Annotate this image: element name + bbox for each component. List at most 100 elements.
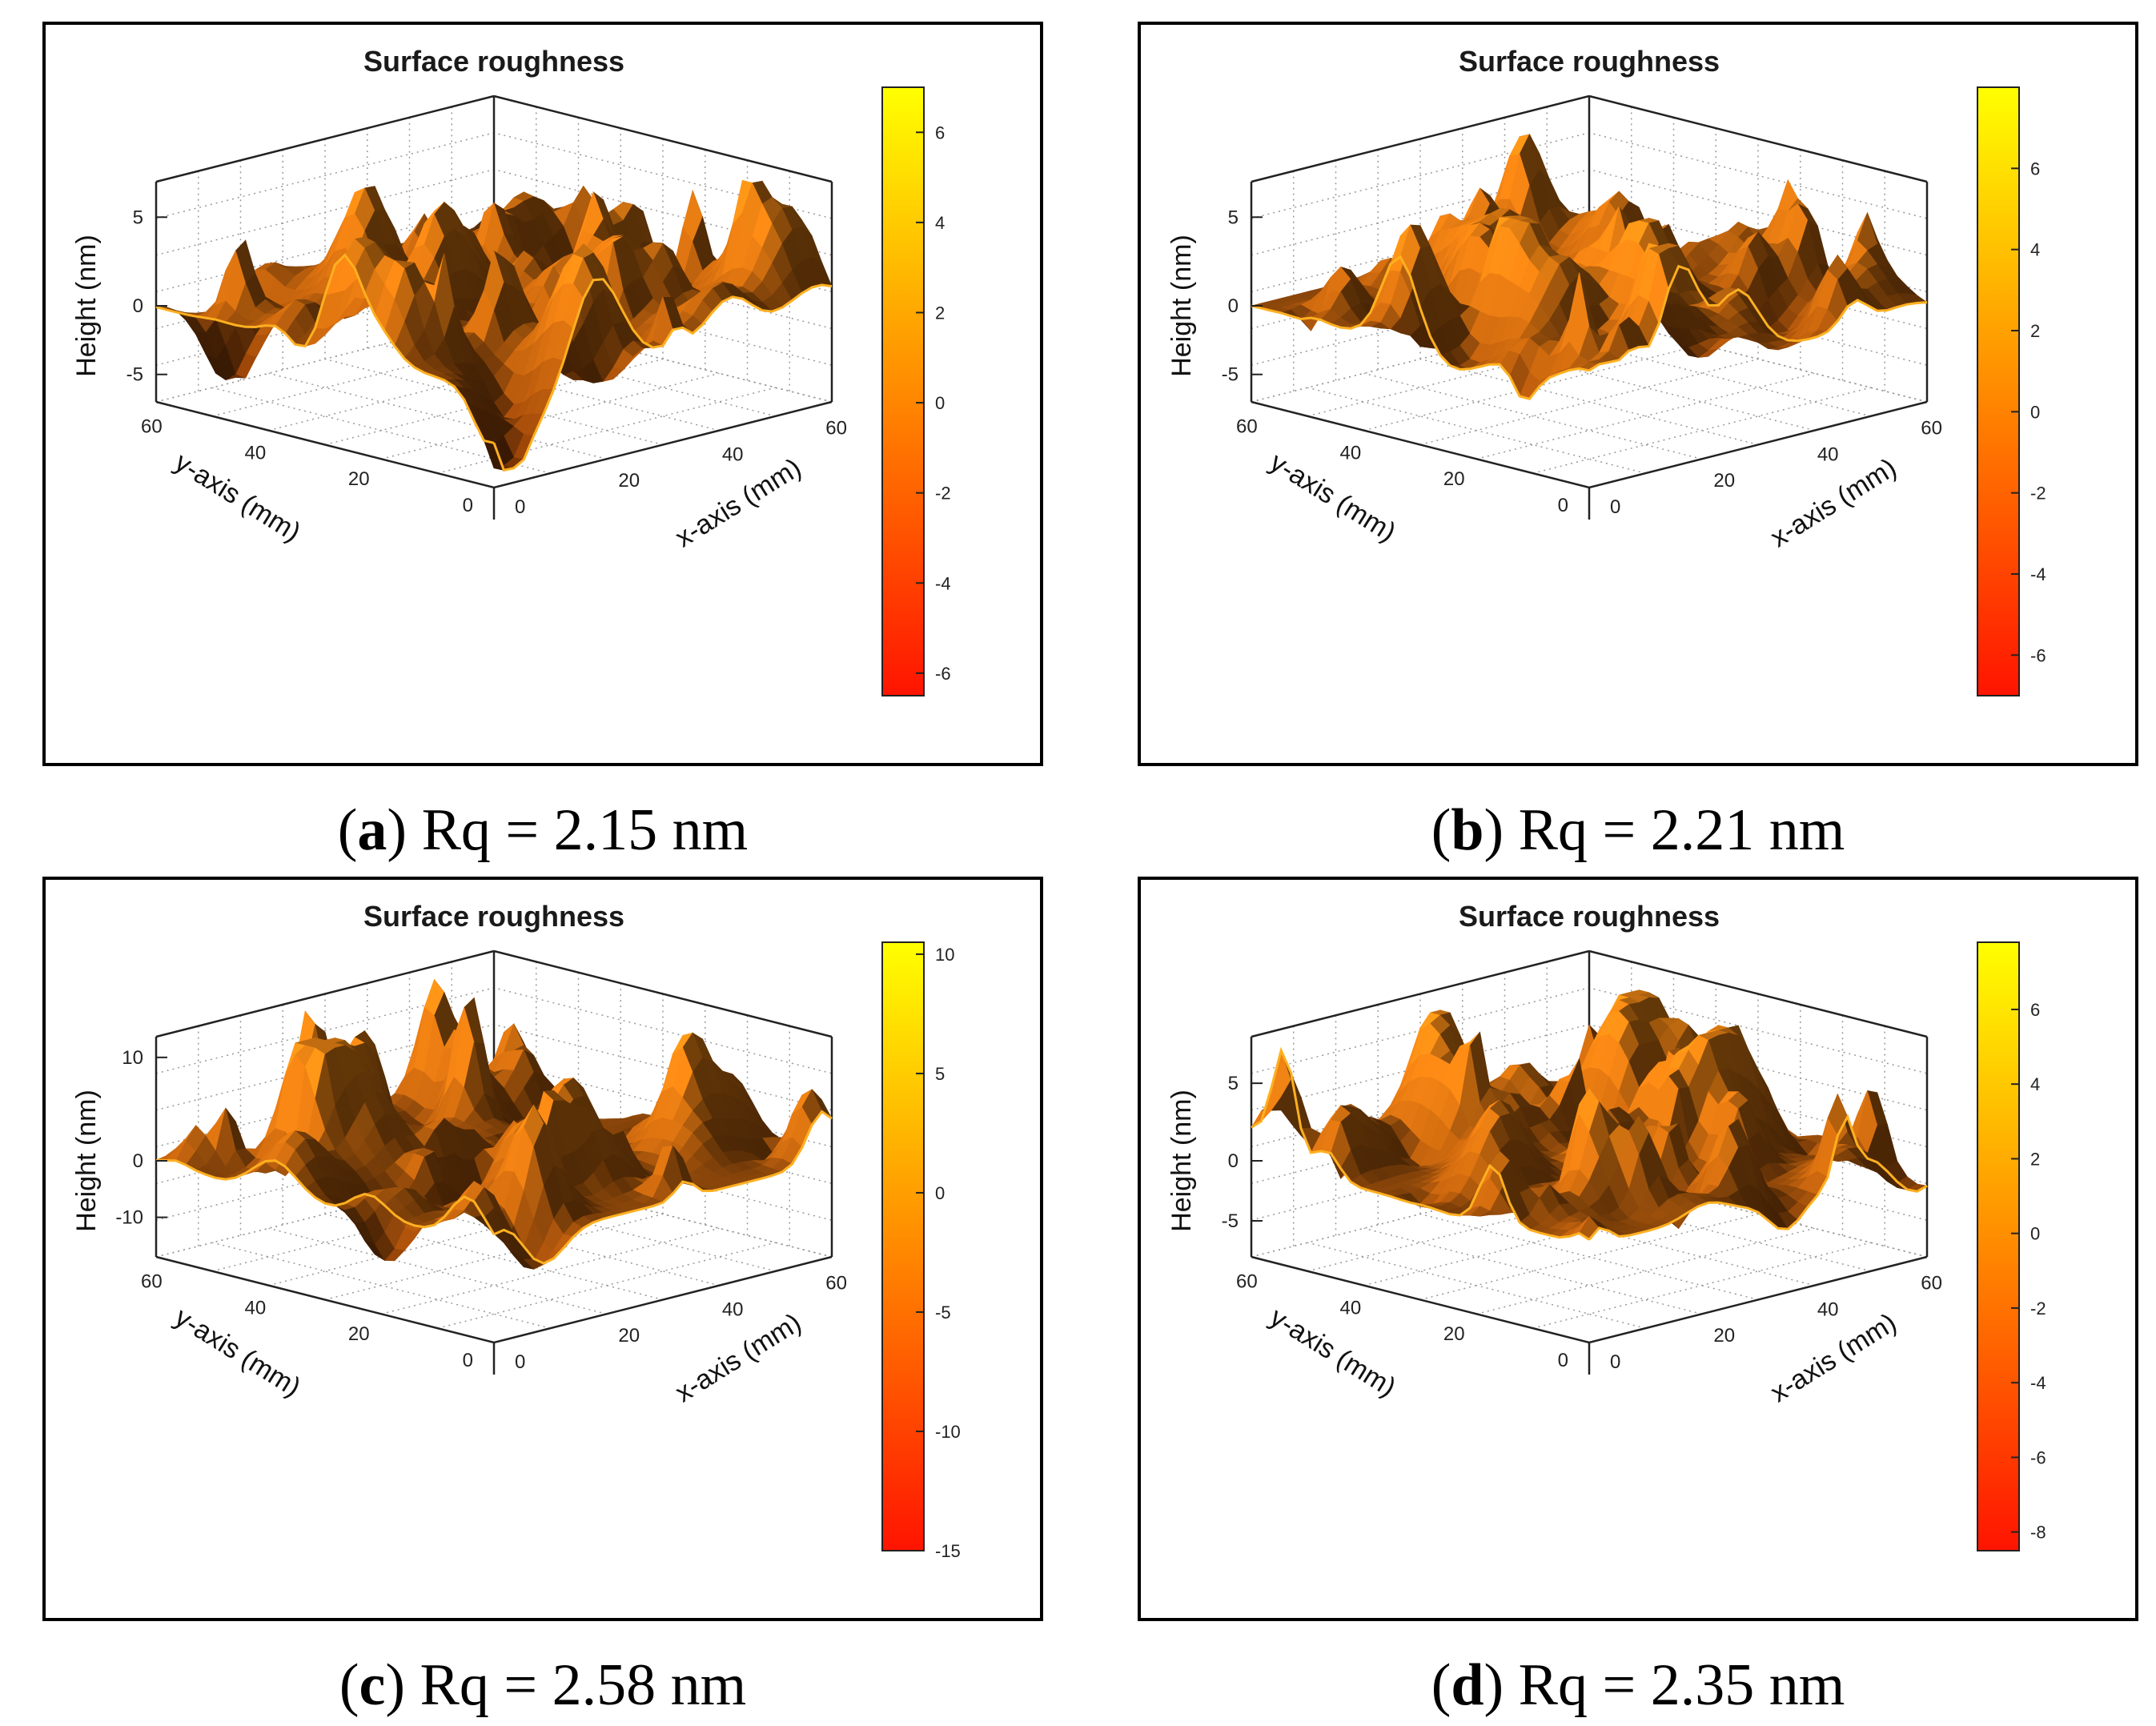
surface-edge [155, 1158, 496, 1235]
z-axis-label: Height (nm) [1166, 235, 1197, 377]
box-edge [155, 949, 495, 1038]
colorbar-tick-label: 0 [935, 393, 945, 413]
z-tick-label: -5 [1222, 1210, 1239, 1232]
grid-line [1532, 387, 1871, 474]
z-tick-label: 0 [133, 295, 143, 317]
box-edge [155, 94, 495, 183]
colorbar-tick-label: 4 [2030, 240, 2040, 260]
grid-line [1476, 1198, 1815, 1286]
y-tick-label: 20 [1443, 468, 1465, 490]
grid-line [268, 372, 607, 460]
colorbar [1977, 86, 2020, 696]
y-tick-label: 40 [244, 1297, 266, 1319]
chart-title: Surface roughness [363, 45, 624, 78]
y-tick-label: 0 [1558, 495, 1568, 516]
colorbar-tick-label: -2 [2030, 484, 2046, 504]
x-tick-label: 0 [1610, 1351, 1620, 1373]
grid-line [1419, 1213, 1759, 1301]
grid-line [324, 1213, 664, 1301]
colorbar-tick-label: -4 [935, 573, 951, 593]
grid-line [1476, 1227, 1815, 1315]
surface [1251, 989, 1928, 1241]
x-tick-label: 60 [825, 1273, 847, 1294]
x-axis-label: x-axis (mm) [670, 452, 807, 553]
y-tick-label: 60 [1236, 1271, 1258, 1293]
grid-line [1307, 1185, 1646, 1272]
y-tick-label: 40 [1339, 1297, 1361, 1319]
colorbar-tick-label: -5 [935, 1303, 951, 1323]
grid-line [1307, 1242, 1646, 1329]
y-tick-label: 0 [1558, 1350, 1568, 1371]
box-edge [1251, 94, 1590, 183]
surface [155, 179, 833, 472]
grid-line [381, 1227, 720, 1315]
grid-line [437, 387, 776, 474]
grid-line [1588, 315, 1928, 403]
surface-edge [155, 253, 495, 444]
grid-line [1588, 1170, 1928, 1258]
y-tick-label: 60 [141, 416, 163, 438]
y-tick-label: 60 [1236, 416, 1258, 438]
axes-box [155, 94, 833, 520]
colorbar-tick-label: 6 [2030, 159, 2040, 179]
y-tick-label: 60 [141, 1271, 163, 1293]
chart-title: Surface roughness [1459, 45, 1720, 78]
x-tick-label: 60 [825, 418, 847, 440]
colorbar-tick-label: -4 [2030, 564, 2046, 584]
grid-line [493, 315, 833, 403]
grid-line [437, 1242, 776, 1329]
colorbar-tick-label: -2 [935, 484, 951, 504]
y-axis-label: y-axis (mm) [169, 447, 306, 548]
colorbar [881, 941, 925, 1551]
x-tick-label: 0 [515, 496, 525, 518]
colorbar-tick-label: -10 [935, 1422, 961, 1442]
x-tick-label: 60 [1921, 418, 1942, 440]
x-tick-label: 40 [1817, 1299, 1839, 1320]
colorbar-tick-label: 4 [935, 213, 945, 233]
z-axis-label: Height (nm) [1166, 1090, 1197, 1232]
grid-line [212, 387, 551, 474]
colorbar [881, 86, 925, 696]
colorbar-tick-label: 0 [2030, 402, 2040, 422]
surface-edge [1588, 264, 1928, 372]
z-tick-label: 5 [133, 207, 143, 228]
x-tick-label: 40 [1817, 444, 1839, 465]
grid-line [1476, 372, 1815, 460]
x-tick-label: 40 [722, 444, 744, 465]
x-tick-label: 20 [1713, 470, 1735, 492]
z-tick-label: 0 [1228, 1150, 1239, 1172]
panel-b: Surface roughness -5 0 5 Height (nm) 0 20 40 60 y… [1138, 22, 2138, 766]
grid-line [212, 330, 551, 417]
box-edge [1251, 949, 1590, 1038]
y-axis-label: y-axis (mm) [1264, 1302, 1401, 1403]
grid-line [1363, 372, 1702, 460]
colorbar-tick-label: 2 [935, 303, 945, 323]
grid-line [1307, 330, 1646, 417]
grid-line [1532, 1242, 1871, 1329]
chart-title: Surface roughness [363, 900, 624, 933]
colorbar-tick-label: 0 [935, 1183, 945, 1203]
grid-line [268, 343, 607, 432]
box-edge [493, 94, 833, 183]
panel-c: Surface roughness 10 0 -10 Height (nm) 0 20 40 6… [42, 877, 1043, 1621]
surface-edge [493, 1110, 833, 1265]
grid-line [493, 1170, 833, 1258]
grid-line [155, 315, 495, 403]
surface [155, 978, 833, 1270]
y-tick-label: 0 [463, 1350, 473, 1371]
grid-line [437, 1185, 776, 1272]
grid-line [381, 372, 720, 460]
x-tick-label: 40 [722, 1299, 744, 1320]
z-tick-label: 5 [1228, 1073, 1239, 1094]
grid-line [1476, 343, 1815, 432]
grid-line [1363, 1227, 1702, 1315]
x-axis-label: x-axis (mm) [670, 1307, 807, 1408]
surface-edge [1251, 1046, 1590, 1241]
grid-line [1419, 358, 1759, 446]
z-tick-label: 5 [1228, 207, 1239, 228]
z-axis-label: Height (nm) [71, 235, 102, 377]
y-tick-label: 20 [1443, 1323, 1465, 1345]
